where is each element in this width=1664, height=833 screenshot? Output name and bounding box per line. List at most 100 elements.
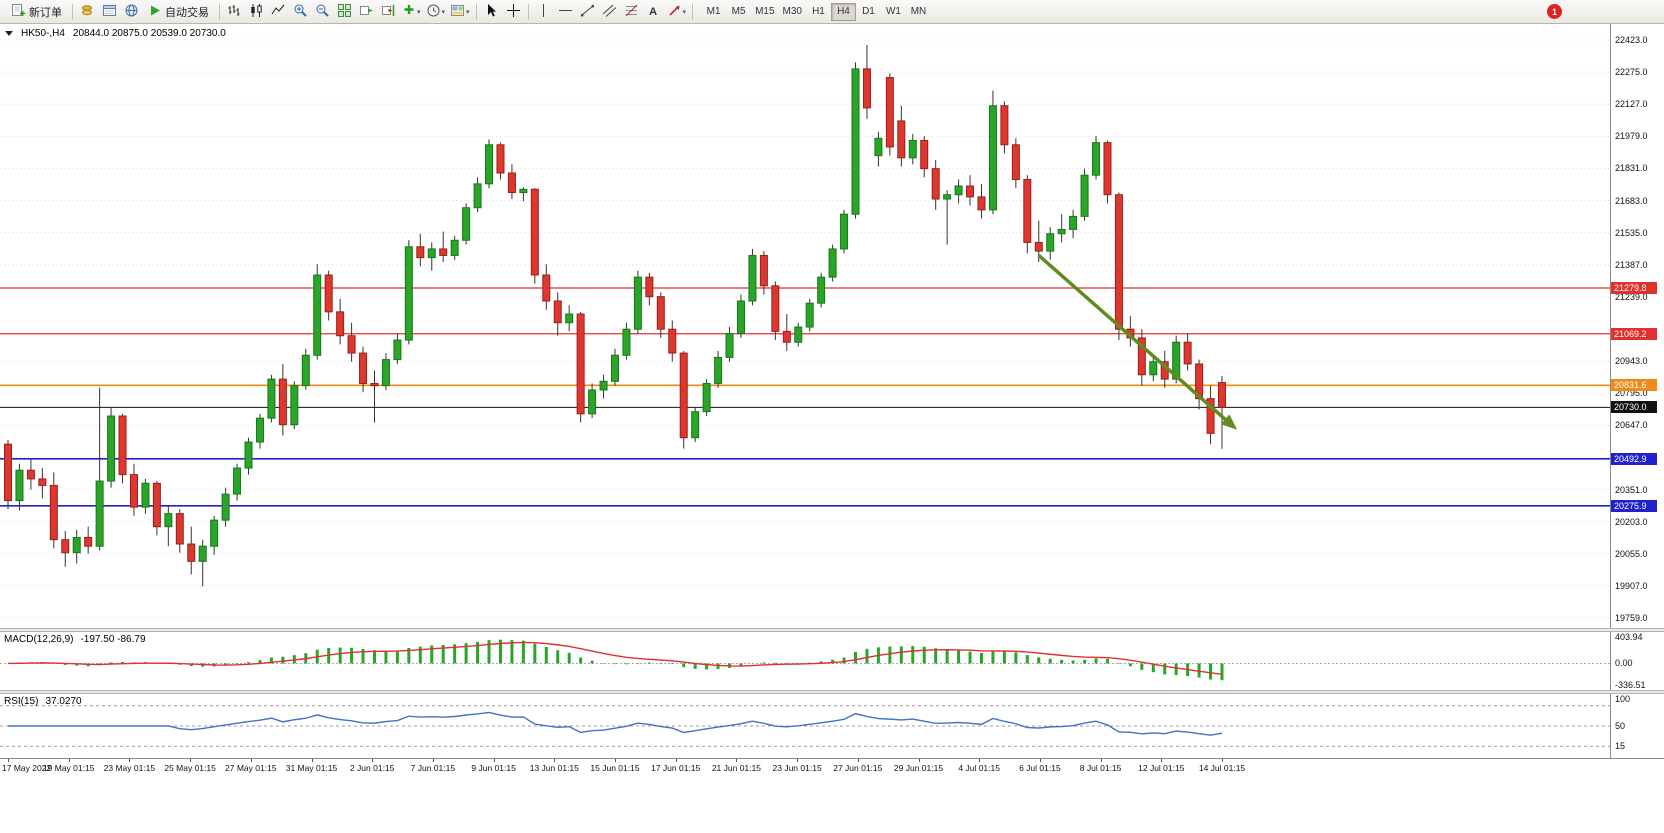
time-axis[interactable]: 17 May 2022 19 May 01:15 23 May 01:15 25 Ma… xyxy=(0,758,1664,776)
rsi-plot[interactable] xyxy=(0,694,1610,758)
macd-values: -197.50 -86.79 xyxy=(80,634,146,645)
toolbar-separator xyxy=(475,3,477,20)
price-axis[interactable]: 22423.0 22275.0 22127.0 21979.0 21831.0 21683… xyxy=(1610,24,1664,628)
candle xyxy=(416,246,425,259)
timeframe-h1-button[interactable]: H1 xyxy=(806,3,831,21)
rsi-axis[interactable]: 100 50 15 xyxy=(1610,694,1664,758)
vertical-line-tool-button[interactable] xyxy=(533,2,554,22)
market-watch-button[interactable] xyxy=(77,2,98,22)
text-tool-button[interactable]: A xyxy=(643,2,664,22)
time-axis-tick xyxy=(432,759,434,762)
price-axis-label: 21683.0 xyxy=(1615,195,1648,206)
candle xyxy=(278,378,287,426)
panel-splitter[interactable] xyxy=(0,690,1664,694)
tile-windows-button[interactable] xyxy=(334,2,355,22)
macd-histogram xyxy=(17,639,1224,681)
templates-button[interactable]: ▾ xyxy=(448,2,472,22)
trend-arrow-line[interactable] xyxy=(1037,254,1231,424)
crosshair-button[interactable] xyxy=(503,2,524,22)
candle xyxy=(324,274,333,313)
time-axis-tick xyxy=(554,759,556,762)
price-axis-label: 22127.0 xyxy=(1615,99,1648,110)
main-chart-panel[interactable]: HK50-,H4 20844.0 20875.0 20539.0 20730.0… xyxy=(0,24,1664,628)
candle xyxy=(702,382,711,413)
timeframe-m30-button[interactable]: M30 xyxy=(779,3,806,21)
timeframe-m1-button[interactable]: M1 xyxy=(701,3,726,21)
zoom-out-button[interactable] xyxy=(312,2,333,22)
price-chart-plot[interactable] xyxy=(0,24,1610,628)
time-axis-tick xyxy=(918,759,920,762)
candle xyxy=(1057,228,1066,235)
zoom-in-button[interactable] xyxy=(290,2,311,22)
notification-badge[interactable]: 1 xyxy=(1547,4,1562,19)
rsi-label: RSI(15) 37.0270 xyxy=(4,696,82,707)
new-order-icon xyxy=(10,3,25,21)
arrows-tool-button[interactable]: ▾ xyxy=(665,2,689,22)
periods-button[interactable]: ▾ xyxy=(424,2,448,22)
timeframe-mn-button[interactable]: MN xyxy=(906,3,931,21)
time-axis-tick xyxy=(1161,759,1163,762)
macd-panel[interactable]: MACD(12,26,9) -197.50 -86.79 403.94 0.00 -… xyxy=(0,632,1664,690)
price-axis-label: 21979.0 xyxy=(1615,131,1648,142)
time-axis-tick xyxy=(68,759,70,762)
rsi-panel[interactable]: RSI(15) 37.0270 100 50 15 xyxy=(0,694,1664,758)
horizontal-line-tool-button[interactable] xyxy=(555,2,576,22)
macd-axis-label: 0.00 xyxy=(1615,658,1633,669)
trend-arrow-head[interactable] xyxy=(1220,414,1238,430)
candlestick-chart-button[interactable] xyxy=(246,2,267,22)
candle xyxy=(1069,215,1078,230)
candle xyxy=(519,188,528,194)
trendline-tool-button[interactable] xyxy=(577,2,598,22)
cursor-button[interactable] xyxy=(481,2,502,22)
macd-name: MACD(12,26,9) xyxy=(4,634,74,645)
timeframe-w1-button[interactable]: W1 xyxy=(881,3,906,21)
candle xyxy=(255,417,264,443)
macd-axis[interactable]: 403.94 0.00 -336.51 xyxy=(1610,632,1664,690)
line-chart-button[interactable] xyxy=(268,2,289,22)
timeframe-d1-button[interactable]: D1 xyxy=(856,3,881,21)
time-axis-label: 6 Jul 01:15 xyxy=(1019,763,1061,773)
rsi-line xyxy=(8,711,1223,736)
candle xyxy=(1103,142,1112,196)
candle xyxy=(233,467,242,495)
macd-plot[interactable] xyxy=(0,632,1610,690)
time-axis-label: 8 Jul 01:15 xyxy=(1079,763,1122,773)
panel-splitter[interactable] xyxy=(0,628,1664,632)
autotrading-button[interactable]: 自动交易 xyxy=(143,2,215,22)
auto-scroll-button[interactable] xyxy=(356,2,377,22)
candle xyxy=(1034,241,1043,252)
time-axis-tick xyxy=(311,759,313,762)
candle xyxy=(1172,341,1181,380)
candle xyxy=(267,378,276,419)
bar-chart-button[interactable] xyxy=(224,2,245,22)
autotrading-play-icon xyxy=(149,4,161,20)
macd-axis-label: 403.94 xyxy=(1615,632,1643,642)
price-level-chip: 21279.8 xyxy=(1611,282,1657,295)
price-axis-label: 22275.0 xyxy=(1615,67,1648,78)
collapse-icon[interactable] xyxy=(5,31,13,36)
candle xyxy=(1218,382,1226,408)
new-order-button[interactable]: 新订单 xyxy=(4,2,68,22)
data-window-button[interactable] xyxy=(99,2,120,22)
chart-shift-button[interactable] xyxy=(378,2,399,22)
channel-tool-button[interactable] xyxy=(599,2,620,22)
time-axis-label: 25 May 01:15 xyxy=(164,763,216,773)
navigator-button[interactable] xyxy=(121,2,142,22)
horizontal-line-icon xyxy=(558,3,573,21)
timeframe-m5-button[interactable]: M5 xyxy=(726,3,751,21)
timeframe-h4-button[interactable]: H4 xyxy=(830,2,856,21)
timeframe-m15-button[interactable]: M15 xyxy=(751,3,778,21)
candle xyxy=(1183,341,1192,365)
time-axis-tick xyxy=(1039,759,1041,762)
candle xyxy=(1149,361,1158,376)
time-axis-label: 9 Jun 01:15 xyxy=(471,763,516,773)
time-axis-label: 31 May 01:15 xyxy=(285,763,338,773)
candle xyxy=(736,300,745,335)
bar-chart-icon xyxy=(227,3,242,21)
candle xyxy=(187,543,196,562)
data-window-icon xyxy=(102,3,117,21)
time-axis-tick xyxy=(250,759,252,762)
tile-windows-icon xyxy=(337,3,352,21)
fibonacci-tool-button[interactable] xyxy=(621,2,642,22)
indicators-button[interactable]: ▾ xyxy=(400,2,423,22)
